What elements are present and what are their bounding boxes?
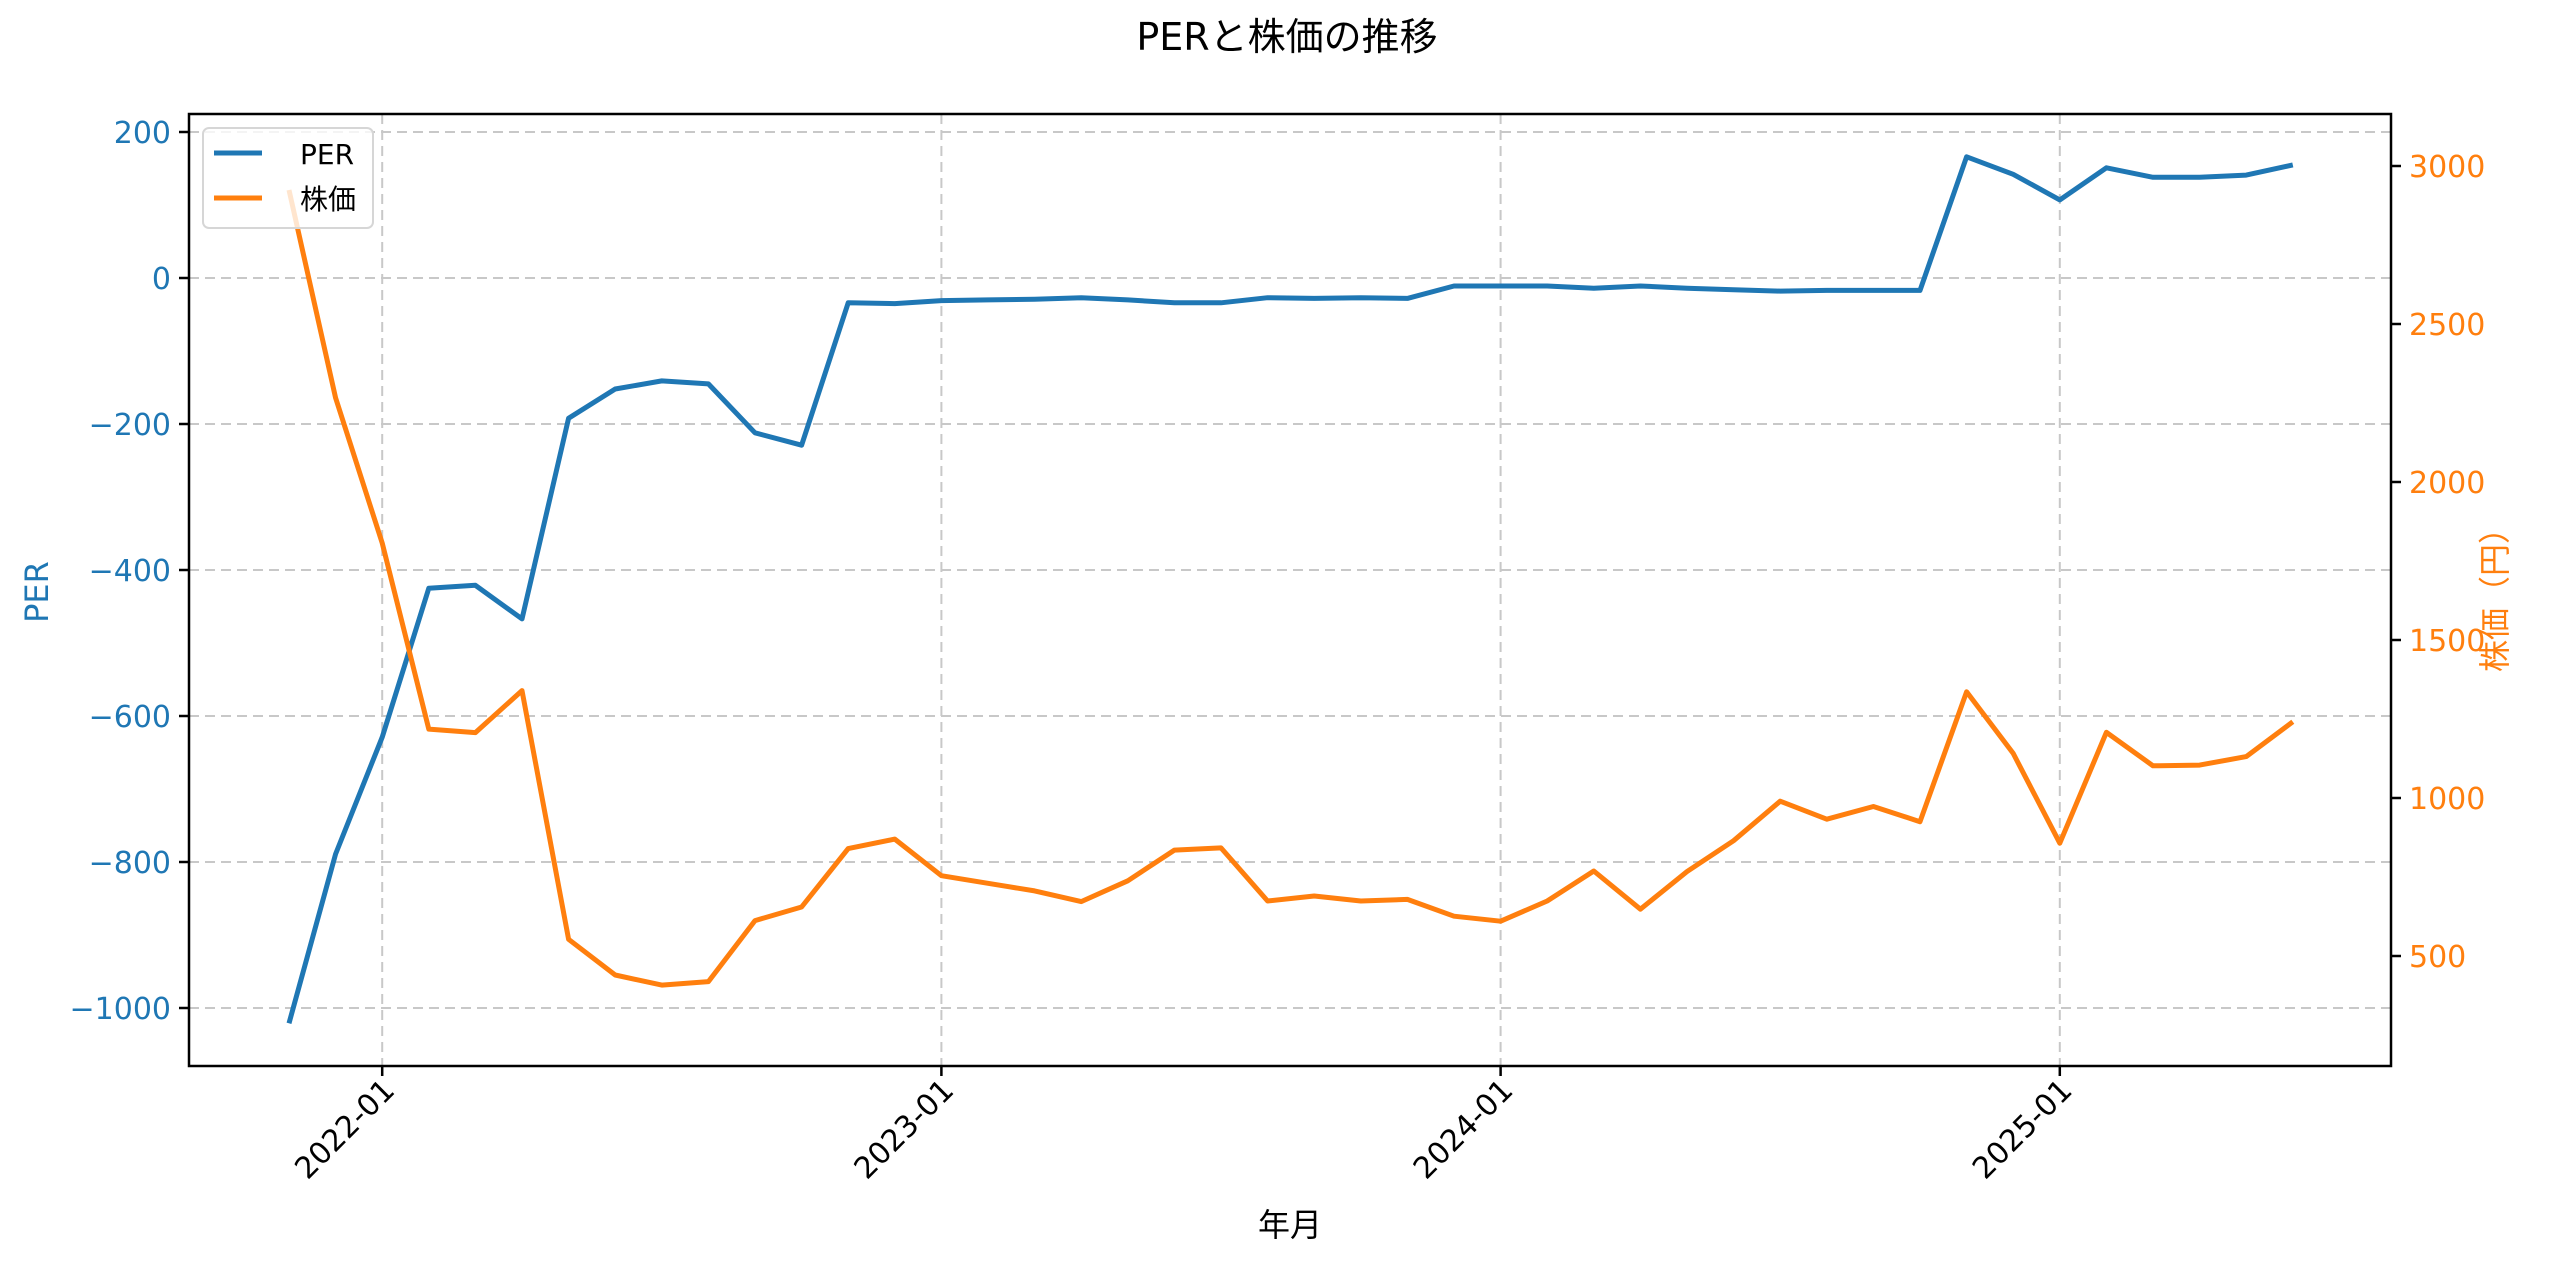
left-tick-label: 200 (114, 116, 171, 151)
chart-title: PERと株価の推移 (1136, 15, 1437, 59)
legend-stock-label: 株価 (300, 183, 356, 216)
right-tick-label: 500 (2409, 940, 2466, 975)
x-tick-label: 2024-01 (1407, 1073, 1520, 1186)
left-y-axis: 200 0 −200 −400 −600 −800 −1000 (70, 116, 189, 1027)
left-tick-label: −600 (89, 700, 171, 735)
left-tick-label: −800 (89, 846, 171, 881)
right-y-axis-label: 株価（円） (2476, 512, 2514, 672)
left-tick-label: 0 (152, 262, 171, 297)
left-tick-label: −1000 (70, 992, 171, 1027)
left-tick-label: −400 (89, 554, 171, 589)
right-y-axis: 3000 2500 2000 1500 1000 500 (2391, 150, 2485, 975)
stock-price-line (286, 189, 2295, 988)
x-axis: 2022-01 2023-01 2024-01 2025-01 (288, 1066, 2079, 1186)
left-y-axis-label: PER (18, 561, 56, 623)
legend: PER 株価 (202, 127, 374, 229)
legend-per-label: PER (300, 138, 354, 171)
grid-lines (189, 114, 2391, 1066)
per-line (286, 154, 2294, 1024)
x-axis-label: 年月 (1258, 1206, 1322, 1244)
right-tick-label: 2000 (2409, 466, 2485, 501)
right-tick-label: 1000 (2409, 782, 2485, 817)
x-tick-label: 2023-01 (848, 1073, 961, 1186)
x-tick-label: 2025-01 (1966, 1073, 2079, 1186)
right-tick-label: 2500 (2409, 308, 2485, 343)
right-tick-label: 3000 (2409, 150, 2485, 185)
data-series (286, 154, 2295, 1024)
right-tick-label: 1500 (2409, 624, 2485, 659)
plot-frame (187, 112, 2393, 1068)
x-tick-label: 2022-01 (288, 1073, 401, 1186)
left-tick-label: −200 (89, 408, 171, 443)
